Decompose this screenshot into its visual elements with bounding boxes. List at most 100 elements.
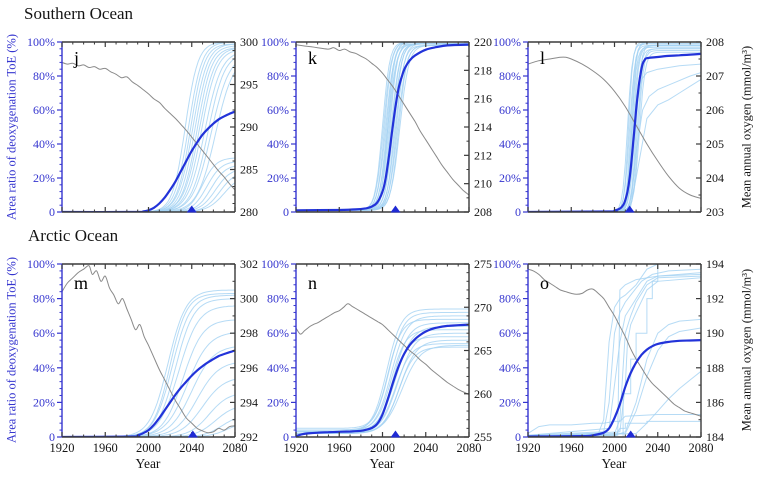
x-tick-label: 1960 [93,441,118,455]
ensemble-line [528,268,701,436]
right-tick-label: 295 [240,78,258,92]
left-tick-label: 100% [27,257,55,271]
toe-marker [390,430,401,438]
left-tick-label: 100% [493,257,521,271]
panel-k: 0 20% 40% 60% 80% 100% 208 210 212 214 216 218 220 [261,35,492,219]
right-tick-label: 192 [706,292,724,306]
panel-letter-n: n [308,273,317,293]
right-tick-label: 184 [706,430,724,444]
toe-mean-line [296,323,469,437]
left-tick-label: 100% [493,35,521,49]
left-tick-label: 20% [33,171,55,185]
ensemble-line [528,42,701,212]
right-tick-label: 190 [706,326,724,340]
panel-l-curves [528,42,701,212]
right-tick-label: 220 [474,35,492,49]
oxygen-line [62,61,235,191]
x-tick-label: 2080 [223,441,248,455]
ensemble-line [528,44,701,212]
panel-l: 0 20% 40% 60% 80% 100% 203 204 205 206 207 208 [493,35,724,219]
right-tick-label: 270 [474,300,492,314]
left-tick-label: 80% [499,292,521,306]
oxygen-line [528,56,701,199]
right-tick-label: 188 [706,361,724,375]
left-tick-label: 100% [27,35,55,49]
left-tick-label: 0 [515,205,521,219]
ensemble-line [62,289,235,437]
ensemble-line [528,50,701,212]
left-tick-label: 40% [267,137,289,151]
ensemble-line [528,48,701,212]
toe-marker [187,430,198,438]
ensemble-line [528,370,701,437]
x-tick-label: 2040 [645,441,670,455]
x-tick-label: 1920 [516,441,541,455]
right-tick-label: 210 [474,177,492,191]
left-tick-label: 100% [261,257,289,271]
ensemble-line [528,264,701,436]
right-tick-label: 302 [240,257,258,271]
oxygen-line [296,44,469,196]
panel-letter-m: m [74,273,89,293]
x-tick-label: 1920 [50,441,75,455]
ensemble-line [62,418,235,437]
ensemble-line [62,319,235,437]
right-tick-label: 204 [706,171,724,185]
ensemble-line [62,182,235,212]
panel-o: 1920 1960 2000 2040 2080 0 20% 40% 60% 80% 100% 184… [493,257,724,455]
ensemble-line [62,161,235,212]
right-tick-label: 285 [240,163,258,177]
left-tick-label: 40% [33,137,55,151]
left-tick-label: 60% [267,326,289,340]
left-tick-label: 40% [267,361,289,375]
ensemble-line [296,329,469,431]
ensemble-line [528,44,701,212]
ensemble-line [528,272,701,436]
left-tick-label: 0 [49,205,55,219]
left-tick-label: 0 [49,430,55,444]
ensemble-line [62,378,235,437]
left-tick-label: 20% [267,171,289,185]
oxygen-line [296,303,469,396]
right-tick-label: 206 [706,103,724,117]
right-tick-label: 218 [474,63,492,77]
ensemble-line [528,63,701,212]
x-tick-label: 2040 [179,441,204,455]
right-tick-label: 194 [706,257,724,271]
x-tick-label: 2080 [457,441,482,455]
ensemble-line [62,294,235,437]
right-tick-label: 255 [474,430,492,444]
x-tick-label: 1960 [559,441,584,455]
x-tick-label: 1920 [284,441,309,455]
ensemble-line [62,407,235,437]
x-axis-label-o: Year [601,456,627,471]
ensemble-line [528,46,701,212]
right-tick-label: 212 [474,148,492,162]
left-tick-label: 60% [33,103,55,117]
panel-letter-l: l [540,48,546,68]
ensemble-line [528,264,701,437]
panel-letter-o: o [540,273,549,293]
toe-marker [624,205,635,213]
left-tick-label: 0 [283,430,289,444]
x-axis-label-m: Year [135,456,161,471]
left-tick-label: 80% [33,69,55,83]
left-tick-label: 20% [267,395,289,409]
panel-j: 0 20% 40% 60% 80% 100% 280 285 290 295 300 [27,35,258,219]
right-tick-label: 290 [240,120,258,134]
right-tick-label: 186 [706,395,724,409]
ensemble-line [62,57,235,212]
ensemble-line [528,273,701,437]
right-tick-label: 300 [240,292,258,306]
ensemble-line [296,318,469,429]
ensemble-line [62,54,235,212]
left-tick-label: 80% [499,69,521,83]
left-tick-label: 80% [267,292,289,306]
left-tick-label: 80% [33,292,55,306]
ensemble-line [528,43,701,212]
toe-marker [186,205,197,213]
row-title-southern-ocean: Southern Ocean [24,4,134,23]
panel-k-curves [296,42,469,212]
panel-n-curves [296,303,469,437]
ensemble-line [62,175,235,212]
